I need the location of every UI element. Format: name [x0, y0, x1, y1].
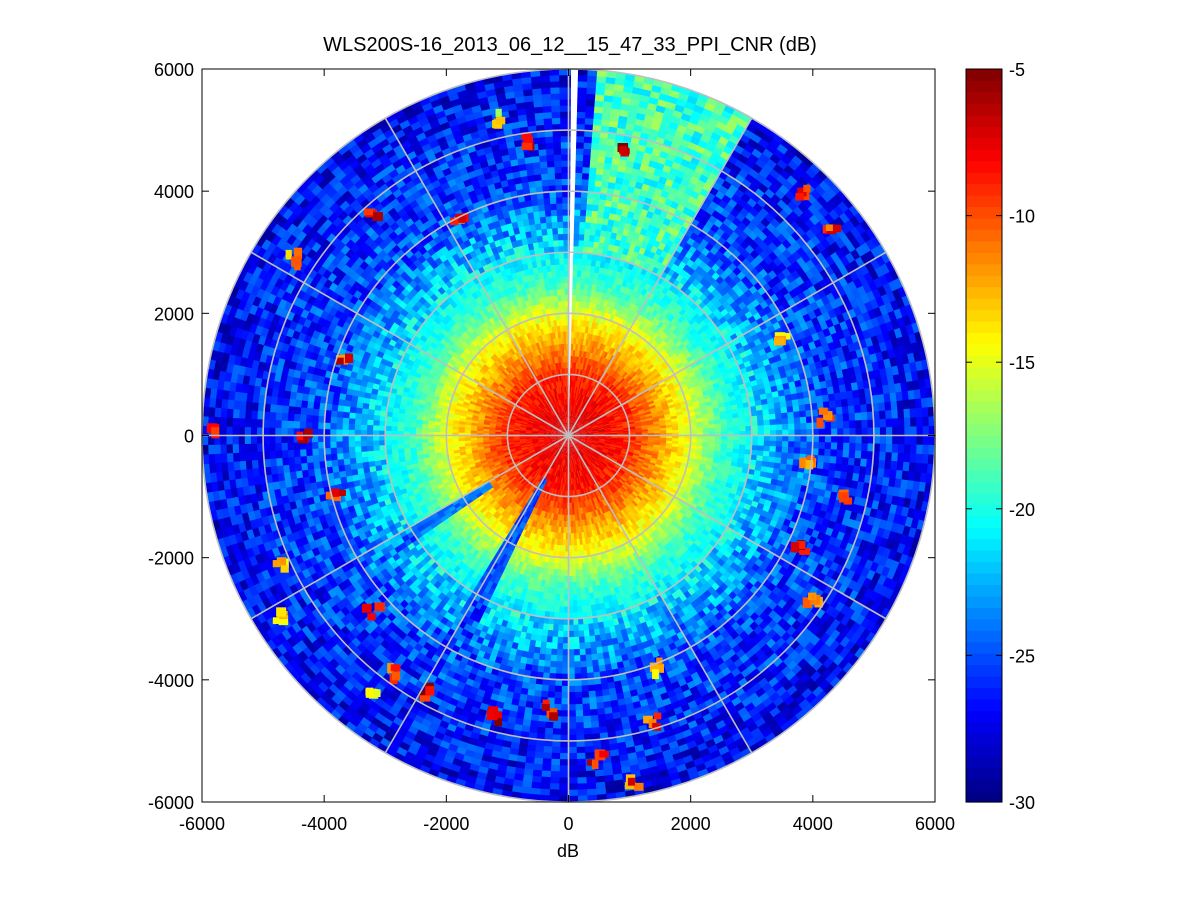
y-tick-label: -4000 [148, 671, 194, 691]
colorbar-tick-labels: -5 -10 -15 -20 -25 -30 [1009, 60, 1035, 813]
spoke-210 [384, 435, 570, 754]
hotspot-21 [419, 682, 435, 702]
hotspot-23 [541, 699, 559, 721]
hotspot-3 [521, 132, 535, 151]
y-tick-label: 2000 [154, 304, 194, 324]
x-axis-tick-labels: -6000 -4000 -2000 0 2000 4000 6000 [179, 814, 955, 834]
colorbar-tick-label: -5 [1009, 60, 1025, 80]
y-tick-label: 6000 [154, 60, 194, 80]
spoke-240 [250, 434, 569, 620]
spoke-150 [567, 435, 753, 754]
hotspot-9 [816, 407, 835, 428]
hotspot-25 [624, 774, 644, 791]
hotspot-11 [838, 489, 853, 505]
hotspot-24 [587, 749, 609, 769]
hotspot-19 [361, 602, 385, 621]
hotspot-6 [795, 184, 811, 201]
y-tick-label: -2000 [148, 549, 194, 569]
x-tick-label: 6000 [915, 814, 955, 834]
hotspot-28 [365, 687, 381, 699]
spoke-60 [568, 251, 887, 437]
hotspot-13 [802, 592, 823, 609]
plot-border [201, 68, 936, 803]
spoke-330 [384, 117, 570, 436]
y-axis-tick-labels: 6000 4000 2000 0 -2000 -4000 -6000 [148, 60, 194, 813]
hotspot-16 [325, 488, 346, 502]
hotspot-29 [272, 607, 289, 626]
hotspot-8 [773, 332, 791, 346]
hotspot-7 [822, 224, 842, 235]
hotspot-26 [649, 657, 664, 680]
x-tick-label: -6000 [179, 814, 225, 834]
colorbar-tick-label: -30 [1009, 793, 1035, 813]
hotspot-5 [617, 143, 630, 157]
hotspot-10 [799, 455, 817, 470]
chart-title: WLS200S-16_2013_06_12__15_47_33_PPI_CNR … [323, 34, 817, 56]
spoke-300 [250, 251, 569, 437]
colorbar-tick-label: -25 [1009, 646, 1035, 666]
colorbar-frame [965, 68, 1003, 803]
x-tick-label: -2000 [423, 814, 469, 834]
x-axis-label: dB [557, 841, 579, 861]
colorbar [965, 68, 1003, 803]
spoke-30 [567, 117, 753, 436]
x-tick-label: -4000 [301, 814, 347, 834]
y-tick-label: 4000 [154, 182, 194, 202]
colorbar-tick-label: -10 [1009, 207, 1035, 227]
hotspot-1 [285, 247, 303, 271]
x-tick-label: 4000 [793, 814, 833, 834]
hotspot-20 [387, 663, 401, 685]
x-tick-label: 0 [563, 814, 573, 834]
hotspot-18 [206, 423, 220, 439]
hotspot-2 [450, 212, 469, 226]
colorbar-tick-label: -15 [1009, 353, 1035, 373]
hotspot-17 [272, 557, 289, 573]
y-tick-label: -6000 [148, 793, 194, 813]
spoke-120 [568, 434, 887, 620]
hotspot-12 [790, 540, 811, 555]
x-tick-label: 2000 [671, 814, 711, 834]
colorbar-tick-label: -20 [1009, 500, 1035, 520]
y-tick-label: 0 [184, 427, 194, 447]
hotspot-14 [335, 353, 354, 365]
hotspot-27 [643, 712, 662, 731]
hotspot-22 [486, 706, 503, 727]
hotspot-4 [492, 108, 506, 129]
hotspot-0 [363, 208, 383, 221]
